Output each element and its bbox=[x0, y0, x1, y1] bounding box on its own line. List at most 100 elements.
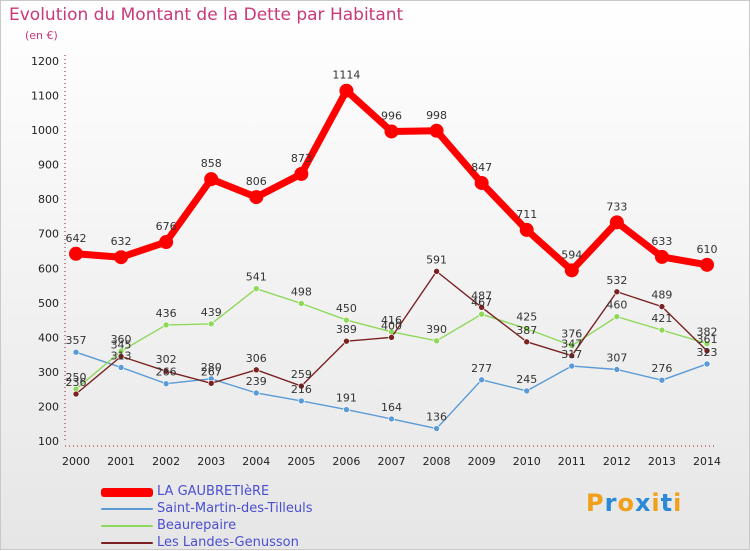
y-tick-label: 700 bbox=[38, 228, 59, 241]
data-point bbox=[478, 376, 485, 384]
data-point bbox=[72, 390, 80, 398]
data-point bbox=[162, 321, 170, 329]
data-label: 323 bbox=[697, 346, 718, 359]
data-label: 416 bbox=[381, 314, 402, 327]
data-label: 1114 bbox=[332, 69, 360, 82]
data-label: 633 bbox=[651, 235, 672, 248]
x-tick-label: 2003 bbox=[197, 455, 225, 468]
data-point bbox=[298, 397, 305, 405]
data-label: 998 bbox=[426, 109, 447, 122]
data-label: 594 bbox=[561, 248, 582, 261]
data-point bbox=[388, 415, 395, 423]
data-label: 236 bbox=[66, 376, 87, 389]
data-label: 277 bbox=[471, 362, 492, 375]
data-label: 733 bbox=[606, 200, 627, 213]
data-point bbox=[117, 364, 125, 371]
y-tick-label: 1000 bbox=[31, 124, 59, 137]
y-tick-label: 300 bbox=[38, 366, 59, 379]
data-label: 487 bbox=[471, 289, 492, 302]
data-point bbox=[658, 303, 666, 310]
x-tick-label: 2000 bbox=[62, 455, 90, 468]
data-point bbox=[384, 124, 399, 139]
data-label: 858 bbox=[201, 157, 222, 170]
data-point bbox=[252, 366, 260, 374]
data-label: 632 bbox=[111, 235, 132, 248]
x-tick-label: 2001 bbox=[107, 455, 135, 468]
data-label: 164 bbox=[381, 401, 402, 414]
x-tick-label: 2013 bbox=[648, 455, 676, 468]
x-tick-label: 2006 bbox=[332, 455, 360, 468]
data-label: 873 bbox=[291, 152, 312, 165]
data-point bbox=[613, 366, 621, 373]
data-point bbox=[703, 360, 711, 368]
data-point bbox=[249, 190, 264, 205]
data-label: 302 bbox=[156, 353, 177, 366]
y-tick-label: 100 bbox=[38, 435, 59, 448]
x-tick-label: 2004 bbox=[242, 455, 270, 468]
data-point bbox=[252, 285, 260, 292]
data-label: 467 bbox=[471, 296, 492, 309]
data-label: 307 bbox=[606, 351, 627, 364]
data-label: 400 bbox=[381, 319, 402, 332]
data-point bbox=[159, 235, 174, 250]
data-label: 376 bbox=[561, 328, 582, 341]
legend-swatch bbox=[101, 487, 153, 497]
data-point bbox=[613, 313, 621, 320]
data-point bbox=[433, 268, 440, 275]
data-label: 425 bbox=[516, 311, 537, 324]
data-label: 489 bbox=[651, 289, 672, 302]
data-point bbox=[658, 376, 666, 384]
data-label: 382 bbox=[697, 326, 718, 339]
data-point bbox=[654, 249, 669, 264]
data-label: 250 bbox=[66, 371, 87, 384]
data-label: 317 bbox=[561, 348, 582, 361]
data-point bbox=[204, 172, 219, 187]
x-tick-label: 2008 bbox=[423, 455, 451, 468]
data-label: 498 bbox=[291, 286, 312, 299]
y-tick-label: 500 bbox=[38, 297, 59, 310]
y-tick-label: 1100 bbox=[31, 90, 59, 103]
data-label: 642 bbox=[66, 232, 87, 245]
line-chart: 100 200 300 400 500 600 700 800 900 1000 1100 1200 2… bbox=[31, 55, 721, 468]
data-point bbox=[703, 340, 711, 347]
data-label: 276 bbox=[651, 362, 672, 375]
data-label: 711 bbox=[516, 208, 537, 221]
y-tick-label: 900 bbox=[38, 159, 59, 172]
data-point bbox=[294, 166, 309, 181]
data-label: 676 bbox=[156, 220, 177, 233]
data-point bbox=[117, 353, 125, 360]
data-point bbox=[568, 362, 576, 370]
data-label: 306 bbox=[246, 352, 267, 365]
data-label: 421 bbox=[651, 312, 672, 325]
data-point bbox=[433, 425, 440, 432]
data-label: 389 bbox=[336, 323, 357, 336]
data-point bbox=[474, 175, 489, 190]
x-tick-label: 2007 bbox=[378, 455, 406, 468]
data-point bbox=[564, 263, 579, 278]
data-label: 357 bbox=[66, 334, 87, 347]
data-point bbox=[388, 334, 395, 341]
data-label: 591 bbox=[426, 253, 447, 266]
x-tick-label: 2005 bbox=[287, 455, 315, 468]
legend-label: Beaurepaire bbox=[157, 518, 237, 533]
data-point bbox=[523, 338, 531, 346]
proxiti-logo: Proxiti bbox=[586, 489, 683, 517]
y-tick-label: 600 bbox=[38, 262, 59, 275]
data-label: 216 bbox=[291, 383, 312, 396]
data-point bbox=[519, 222, 534, 237]
data-point bbox=[613, 288, 621, 296]
data-point bbox=[114, 250, 129, 265]
data-label: 360 bbox=[111, 333, 132, 346]
data-point bbox=[252, 389, 260, 397]
x-tick-label: 2010 bbox=[513, 455, 541, 468]
data-point bbox=[339, 83, 354, 98]
x-tick-label: 2012 bbox=[603, 455, 631, 468]
data-point bbox=[343, 316, 350, 324]
legend-label: Saint-Martin-des-Tilleuls bbox=[157, 501, 313, 516]
data-label: 806 bbox=[246, 175, 267, 188]
data-point bbox=[478, 304, 485, 311]
chart-subtitle: (en €) bbox=[25, 29, 58, 42]
data-label: 136 bbox=[426, 411, 447, 424]
data-label: 390 bbox=[426, 323, 447, 336]
y-tick-label: 1200 bbox=[31, 55, 59, 68]
